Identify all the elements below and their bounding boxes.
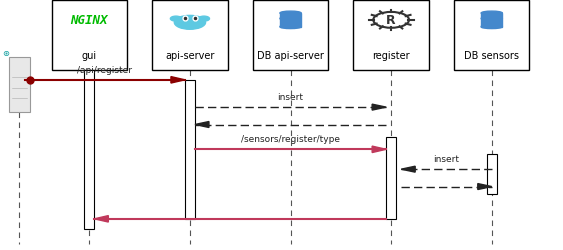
Polygon shape [401, 166, 415, 172]
Ellipse shape [481, 12, 502, 16]
Ellipse shape [280, 12, 301, 16]
Text: R: R [386, 14, 396, 27]
Bar [454, 2, 529, 70]
Text: DB sensors: DB sensors [464, 50, 519, 60]
Bar [354, 2, 429, 70]
Circle shape [175, 16, 205, 30]
Bar [52, 2, 127, 70]
Ellipse shape [280, 18, 301, 21]
Text: gui: gui [82, 50, 97, 60]
Bar [487, 155, 497, 194]
Polygon shape [195, 122, 209, 128]
Polygon shape [372, 146, 386, 153]
Bar [10, 58, 29, 113]
Ellipse shape [481, 18, 502, 21]
Ellipse shape [481, 26, 502, 30]
Text: register: register [372, 50, 410, 60]
Text: DB api-server: DB api-server [257, 50, 324, 60]
Circle shape [171, 17, 181, 22]
Text: /api/register: /api/register [78, 65, 132, 74]
Polygon shape [95, 216, 108, 222]
Text: insert: insert [434, 154, 459, 163]
Text: NGINX: NGINX [70, 14, 108, 27]
Text: ⊛: ⊛ [2, 49, 9, 58]
Polygon shape [478, 184, 491, 190]
Bar [253, 2, 328, 70]
Bar [280, 14, 301, 28]
Bar [84, 70, 95, 229]
Polygon shape [372, 105, 386, 111]
Ellipse shape [280, 26, 301, 30]
Bar [152, 2, 227, 70]
Circle shape [198, 17, 209, 22]
Text: /sensors/register/type: /sensors/register/type [241, 134, 340, 143]
Polygon shape [171, 77, 185, 84]
Bar [185, 80, 195, 219]
Bar [386, 137, 396, 219]
Text: insert: insert [278, 92, 303, 102]
Bar [481, 14, 502, 28]
Text: api-server: api-server [166, 50, 215, 60]
